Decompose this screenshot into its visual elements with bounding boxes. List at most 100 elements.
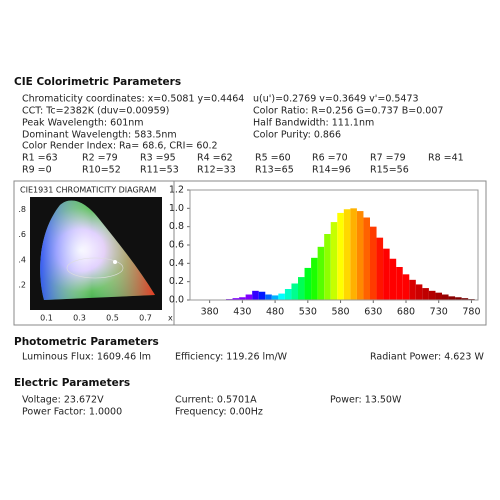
spectrum-bar [284, 289, 292, 300]
cie-axis-label: x [168, 314, 173, 323]
spectrum-bar [337, 212, 344, 300]
cie-x-tick: 0.3 [73, 314, 86, 323]
spectrum-bar [350, 208, 357, 300]
spectrum-bar [422, 288, 429, 300]
param: Peak Wavelength: 601nm [22, 118, 144, 129]
cri-value: R13=65 [255, 165, 294, 176]
cie-point [113, 260, 117, 264]
spectrum-bar [376, 237, 384, 300]
spectrum-bar [448, 296, 456, 300]
spectrum-bar [258, 291, 266, 300]
chart-frame [13, 180, 487, 326]
x-tick-label: 630 [364, 307, 382, 318]
x-tick-label: 780 [462, 307, 480, 318]
spectrum-bar [409, 279, 416, 300]
spectrum-bar [455, 297, 462, 300]
cri-value: R3 =95 [140, 153, 176, 164]
cie-x-tick: 0.7 [139, 314, 152, 323]
cie-y-tick: .6 [18, 230, 26, 239]
spectrum-bar [317, 246, 325, 300]
x-tick-label: 530 [299, 307, 317, 318]
spectrum-bar [265, 294, 272, 300]
spectrum-bar [232, 298, 240, 300]
cie-title: CIE1931 CHROMATICITY DIAGRAM [20, 186, 156, 195]
x-tick-label: 580 [331, 307, 349, 318]
x-tick-label: 730 [430, 307, 448, 318]
spectrum-bar [311, 257, 318, 300]
spectrum-bar [298, 277, 305, 300]
param: u(u')=0.2769 v=0.3649 v'=0.5473 [253, 94, 419, 105]
cri-value: R8 =41 [428, 153, 464, 164]
x-tick-label: 380 [201, 307, 219, 318]
y-tick-label: 0.2 [169, 276, 184, 287]
y-tick-label: 0.4 [169, 258, 184, 269]
param: Current: 0.5701A [175, 395, 257, 406]
param: Half Bandwidth: 111.1nm [253, 118, 374, 129]
spectrum-bar [435, 292, 442, 300]
spectrum-bar [278, 293, 285, 300]
spectrum-bar [370, 226, 377, 300]
param: CCT: Tc=2382K (duv=0.00959) [22, 106, 169, 117]
y-tick-label: 1.0 [169, 203, 184, 214]
spectrum-bar [442, 294, 449, 300]
cie-x-tick: 0.1 [40, 314, 53, 323]
cie-x-tick: 0.5 [106, 314, 119, 323]
x-tick-label: 680 [397, 307, 415, 318]
plot-frame [189, 189, 479, 301]
cri-value: R5 =60 [255, 153, 291, 164]
cri-value: R9 =0 [22, 165, 52, 176]
spectrum-bar [291, 283, 298, 300]
spectrum-bar [271, 295, 279, 300]
param: Frequency: 0.00Hz [175, 407, 263, 418]
spectrum-bar [428, 290, 436, 300]
cri-value: R2 =79 [82, 153, 118, 164]
section-title: Photometric Parameters [14, 336, 159, 348]
spectrum-bar [252, 290, 259, 300]
cri-value: R4 =62 [197, 153, 233, 164]
spectrum-bar [402, 274, 410, 300]
x-tick-label: 480 [266, 307, 284, 318]
spectrum-bar [396, 267, 403, 300]
spectrum-bar [239, 297, 246, 300]
spectrum-bar [245, 294, 253, 300]
spectrum-bar [304, 267, 312, 300]
cri-value: R1 =63 [22, 153, 58, 164]
param: Chromaticity coordinates: x=0.5081 y=0.4… [22, 94, 244, 105]
cri-value: R11=53 [140, 165, 179, 176]
spectrum-bar [356, 211, 364, 300]
y-tick-label: 0.6 [169, 240, 184, 251]
spectrum-bar [343, 209, 351, 300]
section-title: Electric Parameters [14, 377, 130, 389]
param: Radiant Power: 4.623 W [370, 352, 484, 363]
cie-y-tick: .8 [18, 205, 26, 214]
spectrum-bar [324, 234, 331, 300]
param: Power: 13.50W [330, 395, 402, 406]
y-tick-label: 0.8 [169, 221, 184, 232]
spectrum-bar [330, 222, 338, 300]
spectrum-bar [461, 298, 469, 300]
param: Power Factor: 1.0000 [22, 407, 122, 418]
spectrum-bar [383, 248, 390, 300]
param: Efficiency: 119.26 lm/W [175, 352, 288, 363]
spectrum-bar [415, 284, 423, 300]
spectrum-bar [389, 258, 397, 300]
cie-y-tick: .2 [18, 280, 26, 289]
planck-curve [66, 257, 124, 279]
cie-y-tick: .4 [18, 255, 26, 264]
x-tick-label: 430 [233, 307, 251, 318]
cri-value: R15=56 [370, 165, 409, 176]
cri-value: R12=33 [197, 165, 236, 176]
param: Luminous Flux: 1609.46 lm [22, 352, 151, 363]
param: Color Render Index: Ra= 68.6, CRI= 60.2 [22, 141, 218, 152]
param: Voltage: 23.672V [22, 395, 104, 406]
y-tick-label: 1.2 [169, 185, 184, 196]
cri-value: R7 =79 [370, 153, 406, 164]
cie-locus-tint [40, 200, 155, 300]
param: Color Ratio: R=0.256 G=0.737 B=0.007 [253, 106, 443, 117]
param: Dominant Wavelength: 583.5nm [22, 130, 177, 141]
spectrum-bar [363, 217, 370, 300]
y-tick-label: 0.0 [169, 295, 184, 306]
param: Color Purity: 0.866 [253, 130, 341, 141]
